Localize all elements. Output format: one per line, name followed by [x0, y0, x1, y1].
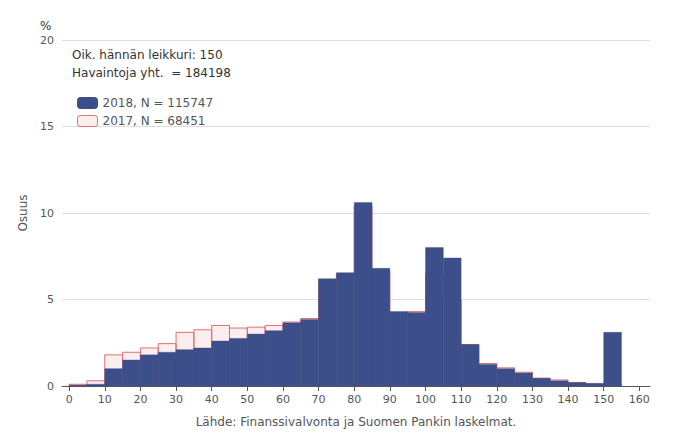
svg-text:100: 100: [415, 393, 436, 406]
svg-text:5: 5: [47, 293, 54, 306]
svg-text:2018, N = 115747: 2018, N = 115747: [103, 96, 214, 110]
svg-text:0: 0: [47, 380, 54, 393]
svg-text:15: 15: [40, 120, 54, 133]
svg-text:150: 150: [593, 393, 614, 406]
svg-text:60: 60: [276, 393, 290, 406]
svg-text:70: 70: [312, 393, 326, 406]
svg-text:80: 80: [347, 393, 361, 406]
svg-text:Osuus: Osuus: [16, 194, 30, 231]
svg-text:160: 160: [629, 393, 650, 406]
svg-text:10: 10: [98, 393, 112, 406]
svg-text:Oik. hännän leikkuri: 150: Oik. hännän leikkuri: 150: [72, 48, 223, 62]
svg-text:140: 140: [558, 393, 579, 406]
svg-text:Havaintoja yht. = 184198: Havaintoja yht. = 184198: [72, 66, 231, 80]
svg-text:90: 90: [383, 393, 397, 406]
svg-text:110: 110: [451, 393, 472, 406]
svg-text:130: 130: [522, 393, 543, 406]
svg-text:20: 20: [40, 34, 54, 47]
svg-text:30: 30: [169, 393, 183, 406]
svg-text:40: 40: [205, 393, 219, 406]
svg-text:10: 10: [40, 207, 54, 220]
svg-text:Lähde: Finanssivalvonta ja Suo: Lähde: Finanssivalvonta ja Suomen Pankin…: [196, 415, 517, 429]
svg-text:120: 120: [486, 393, 507, 406]
svg-text:20: 20: [133, 393, 147, 406]
svg-text:2017, N = 68451: 2017, N = 68451: [103, 114, 206, 128]
svg-text:50: 50: [240, 393, 254, 406]
svg-text:%: %: [40, 19, 51, 33]
svg-text:0: 0: [66, 393, 73, 406]
